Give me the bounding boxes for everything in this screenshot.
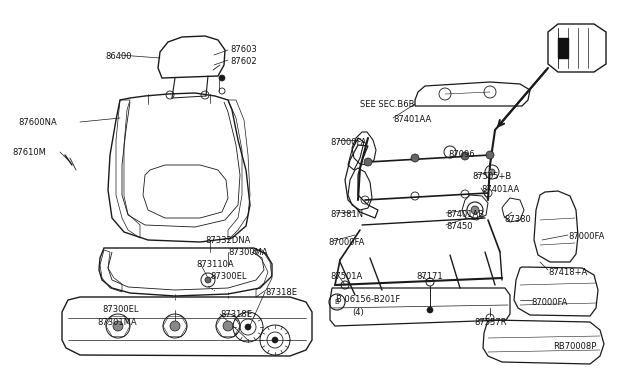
Text: 87600NA: 87600NA <box>18 118 57 127</box>
Text: B 06156-B201F: B 06156-B201F <box>336 295 400 304</box>
Text: 87610M: 87610M <box>12 148 46 157</box>
Circle shape <box>427 307 433 313</box>
Text: 86400: 86400 <box>105 52 131 61</box>
Circle shape <box>170 321 180 331</box>
Circle shape <box>461 152 469 160</box>
Text: 87380: 87380 <box>504 215 531 224</box>
Text: 87318E: 87318E <box>265 288 297 297</box>
Circle shape <box>364 158 372 166</box>
Text: 87501A: 87501A <box>330 272 362 281</box>
Text: 87300EL: 87300EL <box>210 272 246 281</box>
Text: 87096: 87096 <box>448 150 475 159</box>
Text: 87401AA: 87401AA <box>481 185 519 194</box>
Text: 873110A: 873110A <box>196 260 234 269</box>
Text: (4): (4) <box>352 308 364 317</box>
Text: 87557R: 87557R <box>474 318 506 327</box>
Circle shape <box>205 277 211 283</box>
Text: 87603: 87603 <box>230 45 257 54</box>
Text: 87171: 87171 <box>416 272 443 281</box>
Text: 87401AB: 87401AB <box>446 210 484 219</box>
Circle shape <box>113 321 123 331</box>
Text: 87301MA: 87301MA <box>97 318 136 327</box>
Circle shape <box>486 151 494 159</box>
Circle shape <box>411 154 419 162</box>
Text: 87318E: 87318E <box>220 310 252 319</box>
Text: 87505+B: 87505+B <box>472 172 511 181</box>
Text: 87401AA: 87401AA <box>393 115 431 124</box>
Text: 87000FA: 87000FA <box>568 232 604 241</box>
Text: 87450: 87450 <box>446 222 472 231</box>
Text: 87300EL: 87300EL <box>102 305 138 314</box>
Text: SEE SEC.B6B: SEE SEC.B6B <box>360 100 415 109</box>
Text: 87300MA: 87300MA <box>228 248 268 257</box>
Circle shape <box>245 324 251 330</box>
Text: 87602: 87602 <box>230 57 257 66</box>
Text: B: B <box>335 299 339 305</box>
Circle shape <box>223 321 233 331</box>
Circle shape <box>471 206 479 214</box>
Text: RB70008P: RB70008P <box>553 342 596 351</box>
Text: 87381N: 87381N <box>330 210 363 219</box>
Text: 87000FA: 87000FA <box>330 138 366 147</box>
Text: 87418+A: 87418+A <box>548 268 588 277</box>
Circle shape <box>219 75 225 81</box>
Circle shape <box>489 169 495 175</box>
Circle shape <box>272 337 278 343</box>
Bar <box>558 38 568 58</box>
Text: 87000FA: 87000FA <box>328 238 364 247</box>
Text: 87332DNA: 87332DNA <box>205 236 250 245</box>
Text: 87000FA: 87000FA <box>531 298 568 307</box>
